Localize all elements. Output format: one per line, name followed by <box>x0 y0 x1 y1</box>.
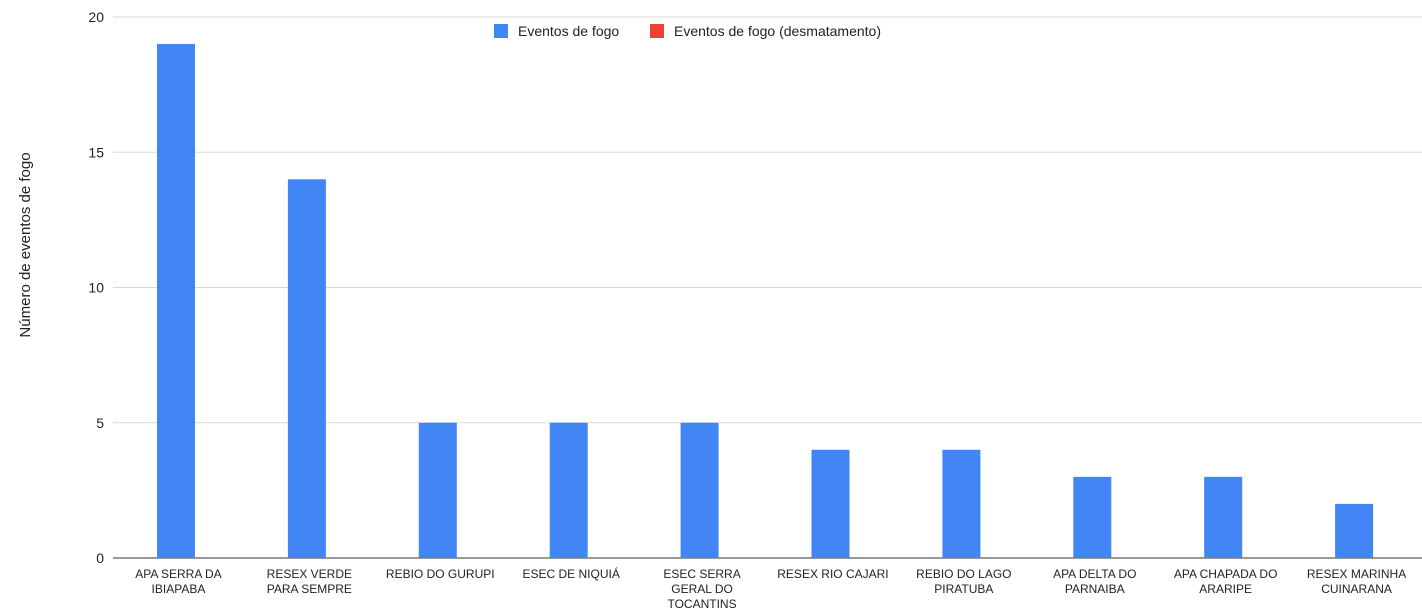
x-tick-label-line: ESEC DE NIQUIÁ <box>522 566 619 581</box>
x-tick-label-line: PARNAIBA <box>1065 582 1125 596</box>
legend-label-eventos-de-fogo-desmatamento: Eventos de fogo (desmatamento) <box>674 23 881 39</box>
x-tick-label-line: PARA SEMPRE <box>267 582 352 596</box>
y-tick-label: 15 <box>88 144 104 160</box>
y-axis-title: Número de eventos de fogo <box>17 152 34 337</box>
bar-eventos-de-fogo <box>1204 476 1243 558</box>
x-tick-label-line: APA DELTA DO <box>1053 567 1136 581</box>
x-tick-label-line: GERAL DO <box>671 582 733 596</box>
x-tick-label-line: CUINARANA <box>1321 582 1392 596</box>
y-tick-label: 10 <box>88 280 104 296</box>
x-tick-label-line: APA CHAPADA DO <box>1174 567 1278 581</box>
y-tick-label: 5 <box>96 415 104 431</box>
x-tick-label-line: APA SERRA DA <box>135 567 221 581</box>
x-tick-label: RESEX MARINHA CUINARANA <box>1307 567 1406 596</box>
x-tick-label: ESEC SERRA GERAL DO TOCANTINS <box>663 567 740 611</box>
legend-label-eventos-de-fogo: Eventos de fogo <box>518 23 619 39</box>
x-tick-label-line: TOCANTINS <box>667 597 736 611</box>
legend-swatch-eventos-de-fogo-desmatamento <box>650 24 664 38</box>
y-tick-label: 0 <box>96 550 104 566</box>
x-tick-label-line: RESEX VERDE <box>267 567 352 581</box>
y-tick-label: 20 <box>88 9 104 25</box>
bar-eventos-de-fogo <box>549 422 588 558</box>
bar-eventos-de-fogo <box>942 449 981 558</box>
x-tick-label: RESEX VERDE PARA SEMPRE <box>267 567 352 596</box>
x-tick-label-line: PIRATUBA <box>934 582 993 596</box>
x-tick-label-line: RESEX MARINHA <box>1307 567 1406 581</box>
x-tick-label: APA CHAPADA DO ARARIPE <box>1174 567 1278 596</box>
bar-eventos-de-fogo <box>811 449 850 558</box>
bar-eventos-de-fogo <box>418 422 457 558</box>
bar-eventos-de-fogo <box>287 179 326 559</box>
bar-eventos-de-fogo <box>1335 503 1374 558</box>
x-tick-label: APA DELTA DO PARNAIBA <box>1053 567 1136 596</box>
x-tick-label-line: RESEX RIO CAJARI <box>777 567 888 581</box>
bar-eventos-de-fogo <box>157 44 195 559</box>
x-tick-label-line: REBIO DO GURUPI <box>386 567 495 581</box>
legend: Eventos de fogo Eventos de fogo (desmatam… <box>494 23 881 39</box>
x-tick-label-line: REBIO DO LAGO <box>916 567 1011 581</box>
x-tick-label: APA SERRA DA IBIAPABA <box>135 567 221 596</box>
x-axis-labels: APA SERRA DA IBIAPABA RESEX VERDE PARA SEMP… <box>135 566 1406 611</box>
bar-eventos-de-fogo <box>1073 476 1112 558</box>
bars <box>157 44 1374 559</box>
x-tick-label-line: ARARIPE <box>1199 582 1252 596</box>
x-tick-label: ESEC DE NIQUIÁ <box>522 566 619 581</box>
legend-swatch-eventos-de-fogo <box>494 24 508 38</box>
x-tick-label: REBIO DO GURUPI <box>386 567 495 581</box>
grid-lines <box>113 16 1422 559</box>
y-axis-ticks: 0 5 10 15 20 <box>88 9 104 566</box>
bar-eventos-de-fogo <box>680 422 719 558</box>
x-tick-label: RESEX RIO CAJARI <box>777 567 888 581</box>
x-tick-label-line: ESEC SERRA <box>663 567 740 581</box>
x-tick-label: REBIO DO LAGO PIRATUBA <box>916 567 1011 596</box>
x-tick-label-line: IBIAPABA <box>152 582 206 596</box>
